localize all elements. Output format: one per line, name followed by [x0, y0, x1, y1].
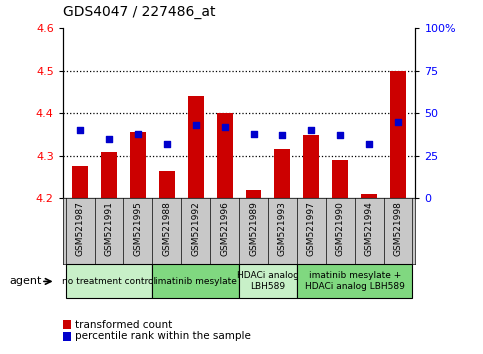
Bar: [274, 149, 290, 198]
Text: GSM521995: GSM521995: [133, 201, 142, 256]
Text: GSM521987: GSM521987: [76, 201, 85, 256]
Point: [221, 124, 228, 130]
Point: [279, 132, 286, 138]
Text: agent: agent: [10, 276, 42, 286]
Bar: [390, 71, 406, 198]
Bar: [188, 96, 204, 198]
FancyBboxPatch shape: [239, 264, 297, 298]
Point: [336, 132, 344, 138]
Point: [394, 119, 402, 125]
Text: HDACi analog
LBH589: HDACi analog LBH589: [237, 272, 299, 291]
Point: [105, 136, 113, 142]
Bar: [361, 194, 377, 198]
Text: imatinib mesylate: imatinib mesylate: [155, 277, 237, 286]
Text: GSM521989: GSM521989: [249, 201, 258, 256]
Text: GSM521991: GSM521991: [104, 201, 114, 256]
Point: [192, 122, 199, 128]
Bar: [101, 152, 117, 198]
Bar: [245, 190, 261, 198]
Bar: [159, 171, 175, 198]
Bar: [303, 135, 319, 198]
Text: percentile rank within the sample: percentile rank within the sample: [75, 331, 251, 341]
Bar: [72, 166, 88, 198]
Text: GSM521997: GSM521997: [307, 201, 316, 256]
Text: no treatment control: no treatment control: [62, 277, 156, 286]
Text: GSM521992: GSM521992: [191, 201, 200, 256]
Point: [134, 131, 142, 137]
FancyBboxPatch shape: [297, 264, 412, 298]
Bar: [332, 160, 348, 198]
Text: GSM521988: GSM521988: [162, 201, 171, 256]
Text: GSM521996: GSM521996: [220, 201, 229, 256]
Text: GDS4047 / 227486_at: GDS4047 / 227486_at: [63, 5, 215, 19]
Point: [365, 141, 373, 147]
Point: [250, 131, 257, 137]
Text: GSM521990: GSM521990: [336, 201, 345, 256]
Text: GSM521998: GSM521998: [394, 201, 402, 256]
Point: [76, 127, 84, 133]
FancyBboxPatch shape: [152, 264, 239, 298]
Bar: [217, 113, 233, 198]
FancyBboxPatch shape: [66, 264, 152, 298]
Text: GSM521993: GSM521993: [278, 201, 287, 256]
Point: [163, 141, 170, 147]
Text: transformed count: transformed count: [75, 320, 172, 330]
Bar: [130, 132, 146, 198]
Point: [308, 127, 315, 133]
Text: imatinib mesylate +
HDACi analog LBH589: imatinib mesylate + HDACi analog LBH589: [305, 272, 405, 291]
Text: GSM521994: GSM521994: [365, 201, 374, 256]
